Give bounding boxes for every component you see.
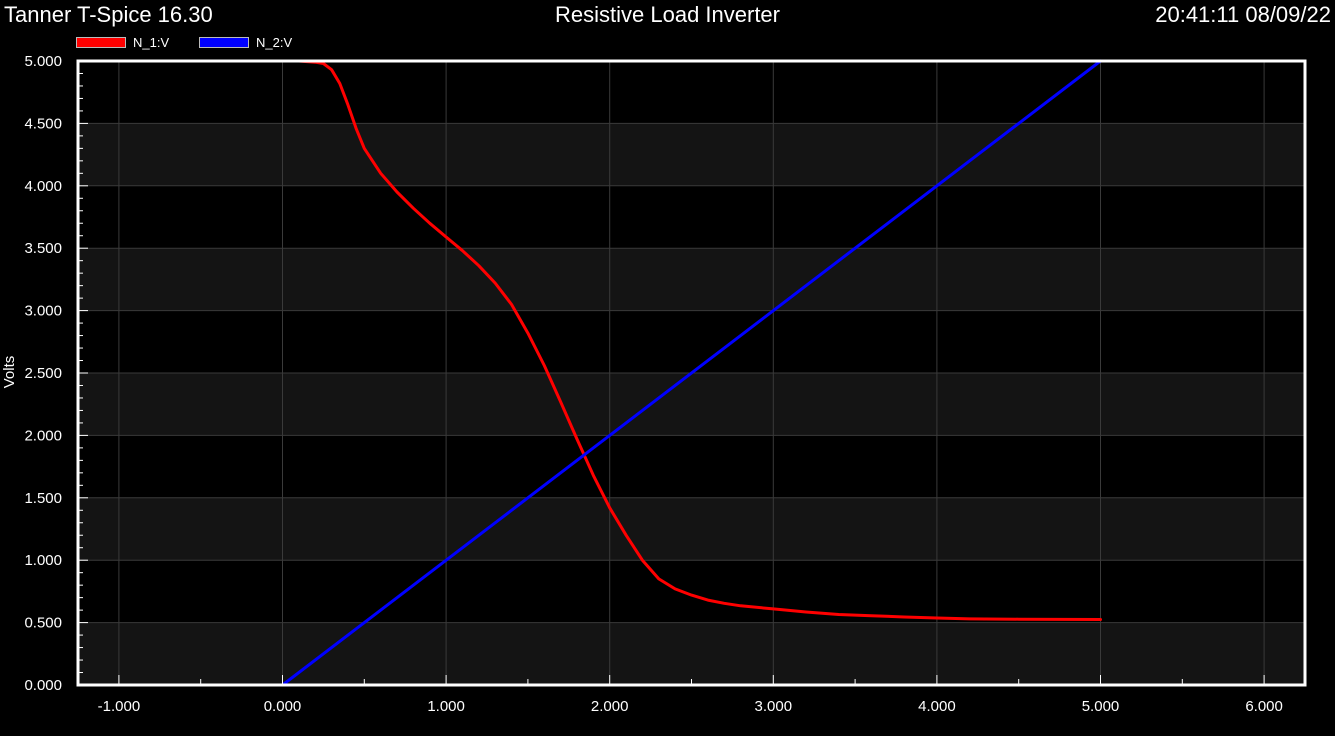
legend-entry-n2[interactable]: N_2:V xyxy=(199,34,292,50)
legend-label-n2: N_2:V xyxy=(256,34,293,50)
timestamp: 20:41:11 08/09/22 xyxy=(1155,2,1331,27)
y-tick-label: 4.000 xyxy=(24,178,62,195)
x-tick-label: 3.000 xyxy=(755,698,793,715)
y-tick-label: 4.500 xyxy=(24,115,62,132)
y-tick-label: 5.000 xyxy=(24,53,62,70)
series-line-2 xyxy=(281,59,1102,687)
x-tick-label: 0.000 xyxy=(264,698,302,715)
legend-entry-n1[interactable]: N_1:V xyxy=(76,34,169,50)
y-tick-label: 1.500 xyxy=(24,490,62,507)
y-tick-label: 1.000 xyxy=(24,552,62,569)
y-tick-label: 3.500 xyxy=(24,240,62,257)
legend-swatch-n2 xyxy=(199,36,249,48)
y-tick-label: 3.000 xyxy=(24,303,62,320)
x-tick-label: 5.000 xyxy=(1082,698,1120,715)
y-tick-label: 0.000 xyxy=(24,677,62,694)
x-tick-label: 4.000 xyxy=(918,698,956,715)
y-tick-label: 0.500 xyxy=(24,615,62,632)
series-line-1 xyxy=(281,59,1102,621)
chart-title: Resistive Load Inverter xyxy=(555,2,780,27)
x-tick-label: 1.000 xyxy=(427,698,465,715)
x-tick-label: 6.000 xyxy=(1245,698,1283,715)
x-tick-label: -1.000 xyxy=(98,698,141,715)
plot-band xyxy=(78,622,1305,685)
plot-band xyxy=(78,248,1305,311)
x-tick-label: 2.000 xyxy=(591,698,629,715)
legend-label-n1: N_1:V xyxy=(133,34,170,50)
plot-band xyxy=(78,497,1305,561)
y-tick-label: 2.500 xyxy=(24,365,62,382)
y-tick-label: 2.000 xyxy=(24,427,62,444)
y-axis-label: Volts xyxy=(1,356,18,389)
app-title: Tanner T-Spice 16.30 xyxy=(4,2,213,27)
plot-band xyxy=(78,373,1305,436)
plot-band xyxy=(78,123,1305,186)
legend-swatch-n1 xyxy=(76,36,126,48)
